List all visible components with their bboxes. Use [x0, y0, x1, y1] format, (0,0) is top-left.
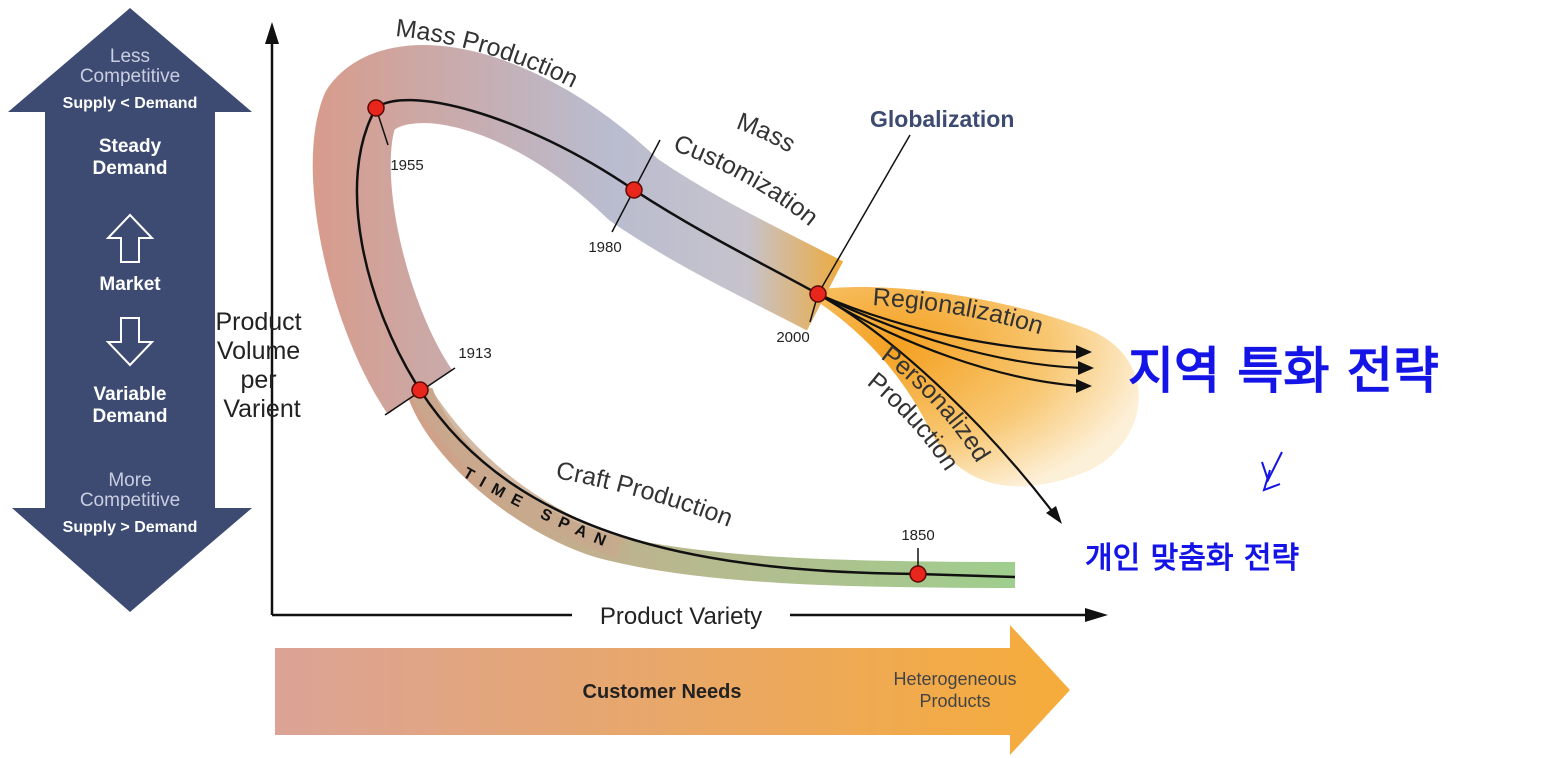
- line: Products: [919, 691, 990, 711]
- customer-arrow: [275, 625, 1070, 755]
- line: Demand: [93, 406, 168, 427]
- down-arrow-icon: [105, 317, 155, 367]
- market-text: Less Competitive Supply < Demand Steady De…: [63, 46, 198, 536]
- check-mark: [1262, 469, 1281, 492]
- branch: [817, 292, 1081, 354]
- arrowhead: [1046, 506, 1062, 524]
- arrowhead: [1076, 345, 1092, 359]
- bottom-text: More Competitive: [80, 470, 180, 511]
- line: Competitive: [80, 490, 180, 511]
- check-mark: [1261, 451, 1283, 483]
- x-axis-label: Product Variety: [600, 603, 762, 630]
- line: More: [108, 470, 151, 491]
- year-label: 1850: [901, 527, 934, 544]
- line: Demand: [93, 158, 168, 179]
- upper-text: Steady Demand: [93, 136, 168, 179]
- up-arrow-icon: [105, 213, 155, 263]
- regional-annotation: 지역 특화 전략: [1128, 342, 1439, 400]
- arrowhead: [1076, 379, 1092, 393]
- year-label: 1980: [588, 239, 621, 256]
- line: Steady: [99, 136, 162, 157]
- fan-band: [815, 286, 1139, 487]
- y-axis-label: Product Volume per Varient: [215, 308, 308, 423]
- timeline: [355, 98, 1016, 579]
- point: [367, 99, 385, 117]
- customer-end: Heterogeneous Products: [893, 669, 1016, 711]
- line: Heterogeneous: [893, 669, 1016, 689]
- year-label: 1913: [458, 345, 491, 362]
- line: Varient: [223, 395, 300, 423]
- customer-label: Customer Needs: [583, 681, 742, 703]
- branch-heads: [1046, 345, 1094, 524]
- bottom-bold: Supply > Demand: [63, 519, 198, 536]
- arrowhead: [1078, 361, 1094, 375]
- line: Product: [215, 308, 301, 336]
- top-text: Less Competitive: [80, 46, 180, 87]
- line: Variable: [94, 384, 167, 405]
- personal-annotation: 개인 맞춤화 전략: [1085, 541, 1299, 576]
- top-bold: Supply < Demand: [63, 95, 198, 112]
- year-label: 2000: [776, 329, 809, 346]
- point: [625, 181, 643, 199]
- band-join: [410, 386, 624, 559]
- branches: [817, 292, 1083, 516]
- lower-text: Variable Demand: [93, 384, 168, 427]
- year-label: 1955: [390, 157, 423, 174]
- mass: Mass: [733, 107, 800, 158]
- x-label-bg: [572, 600, 790, 630]
- point: [411, 381, 429, 399]
- globalization: Globalization: [870, 106, 1014, 132]
- center-text: Market: [99, 274, 161, 295]
- market-arrow: [8, 8, 252, 612]
- line: per: [240, 366, 276, 394]
- line: Less: [110, 46, 150, 67]
- y-axis-head: [265, 22, 279, 44]
- stage-label: Mass: [733, 107, 800, 158]
- x-axis-head: [1085, 608, 1108, 622]
- branch: [817, 293, 1056, 516]
- year-points: [367, 99, 927, 583]
- line: Competitive: [80, 66, 180, 87]
- line: Volume: [217, 337, 300, 365]
- branch: [817, 293, 1083, 370]
- point: [909, 565, 927, 583]
- point: [809, 285, 827, 303]
- leader: [817, 134, 911, 295]
